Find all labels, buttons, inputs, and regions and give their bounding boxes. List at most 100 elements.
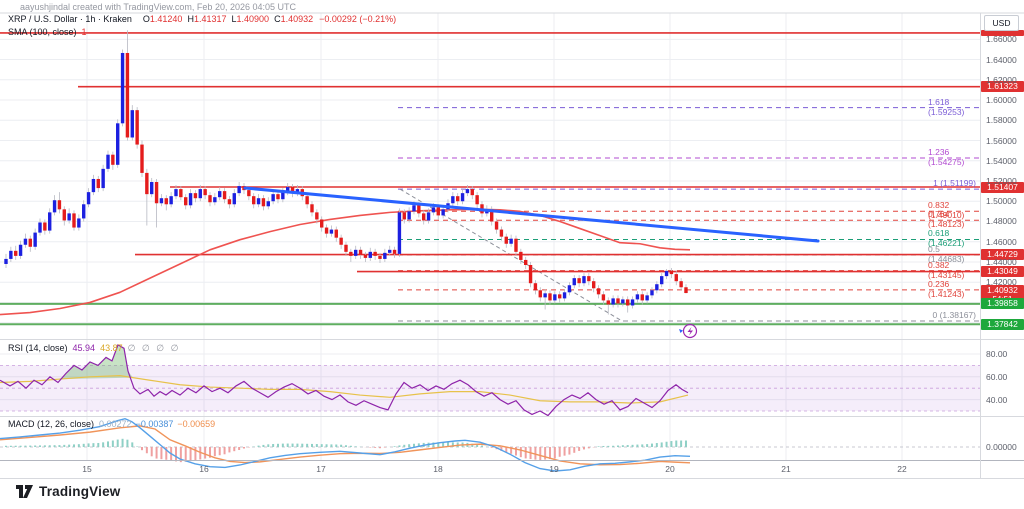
price-tick-label: 1.56000	[986, 135, 1017, 146]
candle-body	[91, 178, 96, 193]
candle-body	[587, 276, 591, 282]
price-badge-1.44729[interactable]: 1.44729	[981, 249, 1024, 261]
candle-body	[276, 194, 280, 200]
candle-body	[329, 229, 334, 234]
candle-body	[14, 250, 18, 256]
price-badge-hidden[interactable]	[981, 29, 1024, 36]
candle-body	[630, 299, 635, 306]
macd-label[interactable]: MACD (12, 26, close)	[8, 419, 95, 429]
candle-body	[28, 238, 32, 247]
candle-body	[261, 198, 266, 207]
candle-body	[154, 182, 159, 204]
candle-body	[67, 213, 71, 221]
candle-body	[640, 294, 644, 301]
fib-label-1.618: 1.618 (1.59253)	[928, 96, 965, 117]
price-badge-1.51407[interactable]: 1.51407	[981, 181, 1024, 193]
rsi-indicator-row[interactable]: RSI (14, close) 45.94 43.87 ∅ ∅ ∅ ∅	[8, 343, 180, 354]
candle-body	[407, 211, 411, 220]
candle-body	[57, 200, 62, 210]
candle-body	[601, 294, 606, 301]
price-tick-label: 1.50000	[986, 196, 1017, 207]
candle-body	[412, 205, 416, 212]
candle-body	[514, 238, 518, 252]
ohlc-low-key: L	[231, 14, 237, 24]
time-tick-label: 20	[665, 464, 675, 474]
tradingview-logo[interactable]: TradingView	[16, 484, 120, 499]
macd-tick-label: 0.00000	[986, 442, 1017, 452]
rsi-value: 45.94	[72, 343, 96, 353]
candle-body	[271, 194, 275, 202]
candle-body	[509, 238, 513, 244]
candle-body	[383, 252, 387, 259]
fib-label-0.382: 0.382 (1.43145)	[928, 259, 965, 280]
symbol-row[interactable]: XRP / U.S. Dollar · 1h · Kraken O1.41240 H…	[8, 14, 396, 24]
candle-body	[577, 278, 581, 284]
ohlc-close-key: C	[274, 14, 281, 24]
candle-body	[349, 251, 353, 256]
symbol-title[interactable]: XRP / U.S. Dollar · 1h · Kraken	[8, 14, 132, 24]
candle-body	[164, 198, 168, 205]
candle-body	[553, 294, 557, 301]
rsi-tick-label: 40.00	[986, 394, 1008, 405]
fib-label-0.236: 0.236 (1.41243)	[928, 278, 965, 299]
sma-label[interactable]: SMA (100, close)	[8, 27, 77, 37]
price-tick-label: 1.62000	[986, 74, 1017, 85]
candle-body	[179, 189, 183, 198]
candle-body	[679, 281, 683, 288]
candle-body	[159, 198, 164, 204]
candle-body	[635, 294, 640, 300]
candle-body	[232, 193, 236, 205]
candle-body	[456, 196, 460, 202]
price-badge-1.61323[interactable]: 1.61323	[981, 81, 1024, 93]
candle-body	[222, 191, 227, 200]
price-tick-label: 1.58000	[986, 115, 1017, 126]
macd-value: −0.00387	[135, 419, 174, 429]
rsi-label[interactable]: RSI (14, close)	[8, 343, 68, 353]
ohlc-low-value: 1.40900	[236, 14, 270, 24]
macd-signal-line[interactable]	[0, 425, 691, 466]
candle-body	[169, 196, 173, 205]
candle-body	[101, 168, 105, 189]
ohlc-open-value: 1.41240	[149, 14, 183, 24]
candle-body	[499, 229, 504, 237]
candle-body	[368, 251, 372, 258]
candle-body	[402, 212, 406, 220]
candle-body	[33, 232, 37, 247]
fib-label-0.5: 0.5 (1.44683)	[928, 244, 965, 265]
macd-line[interactable]	[0, 417, 691, 472]
macd-signal-value: −0.00659	[177, 419, 216, 429]
price-badge-1.39858[interactable]: 1.39858	[981, 298, 1024, 310]
candle-body	[417, 205, 421, 214]
sma-line[interactable]	[0, 208, 691, 316]
candle-body	[373, 251, 377, 256]
price-badge-1.37842[interactable]: 1.37842	[981, 318, 1024, 330]
descending-trendline[interactable]	[243, 186, 820, 243]
candle-body	[441, 209, 445, 216]
ohlc-open-key: O	[142, 14, 150, 24]
price-tick-label: 1.46000	[986, 236, 1017, 247]
candle-body	[247, 190, 251, 197]
candle-body	[62, 209, 66, 221]
candle-body	[533, 283, 538, 291]
rsi-ma-line[interactable]	[0, 375, 689, 404]
time-tick-label: 16	[199, 464, 209, 474]
currency-selector[interactable]: USD	[984, 15, 1019, 31]
candle-body	[674, 274, 678, 282]
candle-body	[625, 299, 630, 306]
candle-body	[664, 271, 669, 277]
candle-body	[320, 219, 324, 228]
price-badge-1.43049[interactable]: 1.43049	[981, 266, 1024, 278]
candle-body	[358, 249, 363, 255]
candle-body	[38, 222, 42, 233]
candle-body	[388, 249, 392, 253]
candle-body	[475, 195, 479, 205]
candle-body	[523, 259, 528, 265]
candle-body	[567, 285, 572, 293]
time-tick-label: 15	[82, 464, 92, 474]
macd-indicator-row[interactable]: MACD (12, 26, close) 0.00272 −0.00387 −0.00…	[8, 419, 215, 429]
drawing-marker-icon[interactable]	[682, 323, 698, 339]
candle-body	[519, 251, 523, 260]
rsi-line[interactable]	[0, 344, 689, 417]
sma-indicator-row[interactable]: SMA (100, close) 1	[8, 27, 87, 37]
